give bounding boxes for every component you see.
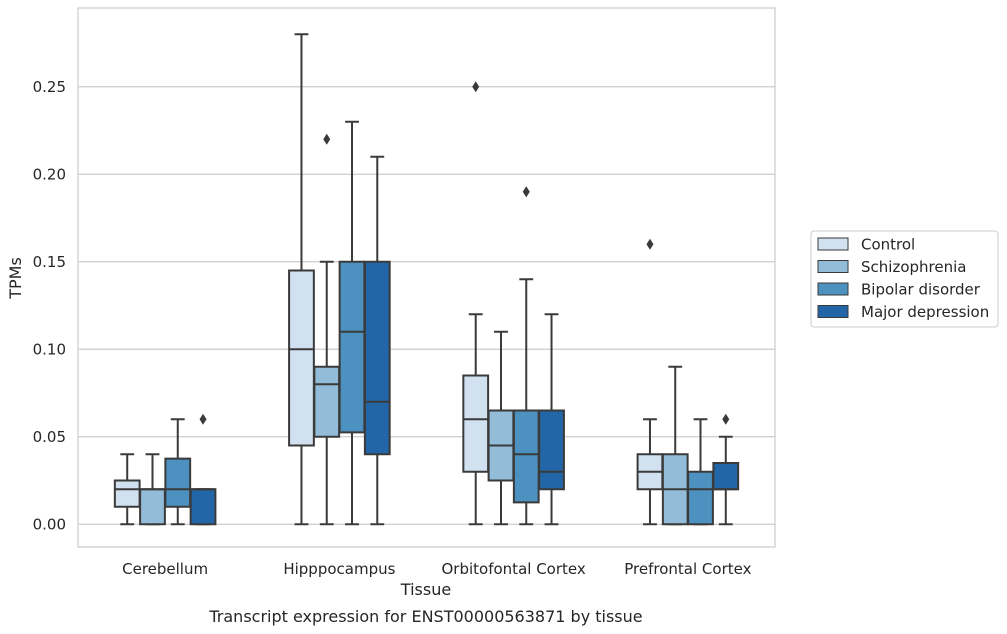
box-group (189, 413, 217, 526)
y-tick-label: 0.05 (33, 428, 66, 446)
y-tick-label: 0.10 (33, 340, 66, 358)
box (113, 479, 141, 508)
box (363, 260, 391, 456)
x-tick-label: Prefrontal Cortex (624, 560, 751, 578)
box-group (687, 418, 714, 526)
legend-swatch (817, 260, 849, 273)
x-tick-label: Hipppocampus (283, 560, 395, 578)
legend-label: Schizophrenia (861, 258, 966, 276)
x-tick-label: Orbitofontal Cortex (442, 560, 586, 578)
box (712, 462, 740, 491)
box (164, 457, 192, 508)
legend: Control Schizophrenia Bipolar disorder Majo… (810, 230, 999, 328)
boxes (113, 33, 740, 526)
box-group (512, 186, 540, 526)
y-tick-labels: 0.00 0.05 0.10 0.15 0.20 0.25 (33, 78, 66, 534)
legend-swatch (817, 305, 849, 318)
legend-frame (810, 230, 999, 328)
box (538, 409, 565, 491)
chart-caption: Transcript expression for ENST0000056387… (208, 607, 642, 626)
box-group (164, 418, 192, 526)
outlier-point (722, 413, 730, 425)
box-group (363, 155, 391, 526)
box (462, 374, 490, 473)
x-tick-label: Cerebellum (122, 560, 208, 578)
box-group (313, 133, 341, 526)
legend-swatch (817, 237, 849, 251)
box-group (338, 120, 366, 526)
outlier-point (199, 413, 207, 425)
box (189, 488, 217, 526)
legend-label: Major depression (861, 303, 989, 321)
x-axis-label: Tissue (400, 580, 451, 599)
box-group (538, 313, 565, 526)
box (687, 470, 714, 526)
outlier-point (646, 238, 654, 250)
box (512, 409, 540, 504)
y-axis-label: TPMs (6, 257, 25, 300)
x-tick-labels: Cerebellum Hipppocampus Orbitofontal Corte… (122, 560, 751, 578)
y-tick-label: 0.00 (33, 515, 66, 533)
legend-swatch (817, 282, 849, 296)
box (338, 260, 366, 434)
box-group (288, 33, 315, 526)
y-tick-label: 0.25 (33, 78, 66, 96)
box (313, 365, 341, 438)
outlier-point (323, 133, 331, 145)
box-group (712, 413, 740, 526)
legend-label: Control (861, 236, 915, 254)
box (139, 488, 166, 526)
y-tick-label: 0.20 (33, 165, 66, 183)
outlier-point (472, 81, 480, 93)
box-group (113, 453, 141, 526)
box-group (636, 238, 664, 526)
legend-label: Bipolar disorder (861, 281, 981, 299)
box (288, 269, 315, 447)
box-group (661, 365, 689, 526)
y-tick-label: 0.15 (33, 253, 66, 271)
outlier-point (522, 186, 530, 198)
